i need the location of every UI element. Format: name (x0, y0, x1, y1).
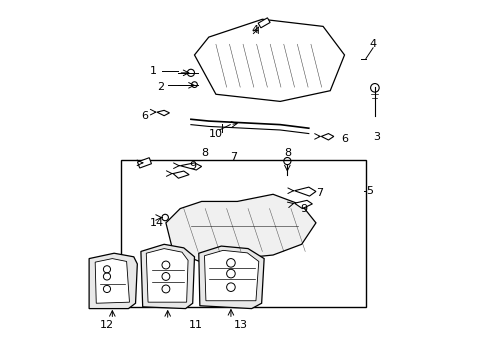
Text: 7: 7 (230, 152, 237, 162)
Text: 8: 8 (283, 148, 290, 158)
Text: 11: 11 (189, 320, 203, 330)
Polygon shape (146, 249, 188, 302)
Text: 8: 8 (201, 148, 208, 158)
Polygon shape (294, 187, 315, 196)
Polygon shape (194, 19, 344, 102)
Text: 1: 1 (150, 66, 157, 76)
Text: 9: 9 (299, 203, 306, 213)
Polygon shape (141, 244, 194, 309)
Polygon shape (198, 246, 264, 309)
Text: 6: 6 (340, 134, 347, 144)
Polygon shape (294, 201, 312, 208)
Bar (137, 158, 151, 168)
Polygon shape (165, 194, 315, 262)
Text: 10: 10 (208, 129, 223, 139)
Polygon shape (180, 163, 201, 170)
Polygon shape (89, 253, 137, 309)
Text: 6: 6 (141, 111, 148, 121)
Bar (121, 160, 365, 307)
Text: 9: 9 (189, 161, 196, 171)
Text: 7: 7 (315, 188, 323, 198)
Text: 4: 4 (369, 39, 376, 49)
Text: 13: 13 (233, 320, 247, 330)
Text: 4: 4 (251, 25, 258, 35)
Text: 12: 12 (100, 320, 114, 330)
Polygon shape (157, 111, 169, 116)
Bar (258, 18, 269, 28)
Text: 3: 3 (372, 132, 379, 142)
Text: 5: 5 (366, 186, 372, 196)
Text: 14: 14 (150, 218, 163, 228)
Text: 2: 2 (157, 82, 164, 92)
Polygon shape (204, 250, 258, 301)
Polygon shape (173, 171, 189, 178)
Polygon shape (321, 134, 333, 140)
Polygon shape (95, 258, 129, 303)
